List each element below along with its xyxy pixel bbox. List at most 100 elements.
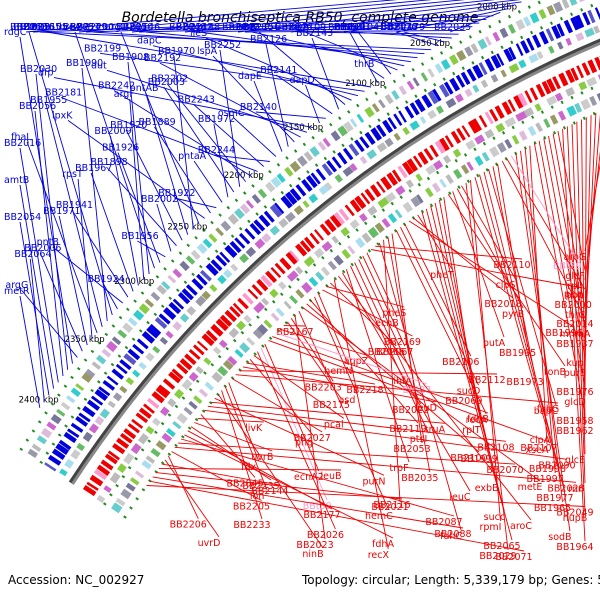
gene-leader-line xyxy=(34,110,64,377)
gene-leader-line xyxy=(272,336,489,414)
gene-leader-line xyxy=(246,362,376,385)
gene-label-reverse: BB2023 xyxy=(296,540,333,551)
gene-leader-line xyxy=(571,124,586,484)
gene-leader-line xyxy=(369,68,385,79)
gene-leader-line xyxy=(306,303,480,453)
reverse-cds-arrow xyxy=(517,92,528,107)
feature-block xyxy=(460,164,470,175)
gene-leader-line xyxy=(184,0,496,33)
feature-block xyxy=(349,163,358,172)
feature-block xyxy=(356,113,365,123)
forward-cds-arrow xyxy=(496,53,505,66)
feature-block xyxy=(152,417,161,427)
gene-leader-line xyxy=(362,255,406,347)
gene-label-forward: BB1941 xyxy=(56,200,93,211)
reverse-cds-arrow xyxy=(107,450,120,461)
gene-leader-line xyxy=(85,18,487,33)
gene-leader-line xyxy=(212,55,295,143)
gene-leader-line xyxy=(58,215,88,346)
feature-block xyxy=(101,348,112,358)
gene-label-forward: ileS xyxy=(190,28,207,39)
reverse-cds-arrow xyxy=(131,418,144,429)
gene-label-reverse: BB2177 xyxy=(303,510,340,521)
gene-label-reverse: BB1996 xyxy=(545,328,582,339)
reverse-cds-arrow xyxy=(279,257,292,271)
gene-label-forward: mobB xyxy=(335,22,363,33)
feature-block xyxy=(165,427,176,438)
gene-leader-line xyxy=(264,343,320,472)
gene-label-reverse: pyrB xyxy=(502,309,524,320)
feature-block xyxy=(138,361,147,370)
feature-block xyxy=(64,458,75,469)
forward-cds-arrow xyxy=(421,94,433,109)
gene-label-forward: BB2143 xyxy=(296,28,333,39)
feature-block xyxy=(91,361,102,370)
forward-cds-arrow xyxy=(75,415,89,427)
reverse-cds-arrow xyxy=(162,378,176,390)
gene-leader-line xyxy=(492,166,536,377)
reverse-cds-arrow xyxy=(541,80,552,95)
forward-cds-arrow xyxy=(249,222,262,236)
reverse-cds-arrow xyxy=(295,243,308,257)
kbp-tick-label: 2250 kbp xyxy=(167,222,207,232)
gene-leader-line xyxy=(244,29,466,33)
reverse-cds-arrow xyxy=(576,65,585,79)
gene-leader-line xyxy=(253,80,283,152)
feature-block xyxy=(235,320,246,331)
feature-block xyxy=(188,400,198,410)
forward-cds-arrow xyxy=(90,395,104,406)
gene-leader-line xyxy=(159,62,301,138)
forward-cds-arrow xyxy=(438,83,450,98)
gene-label-forward: BB2054 xyxy=(4,212,41,223)
feature-block xyxy=(70,449,81,460)
reverse-cds-arrow xyxy=(484,111,494,125)
feature-block xyxy=(508,63,520,74)
reverse-cds-arrow xyxy=(299,240,312,253)
feature-block xyxy=(278,218,289,229)
gene-label-forward: BB1972 xyxy=(198,114,235,125)
feature-block xyxy=(174,388,185,399)
feature-block xyxy=(445,174,454,184)
feature-block xyxy=(499,27,509,39)
gene-label-reverse: BB1977 xyxy=(536,493,573,504)
feature-block xyxy=(295,266,304,275)
feature-block xyxy=(359,213,368,222)
feature-block xyxy=(355,237,366,249)
gene-label-reverse: BB2053 xyxy=(393,444,430,455)
gene-leader-line xyxy=(164,459,220,538)
feature-block xyxy=(198,388,209,398)
gene-label-reverse: aroC xyxy=(510,521,532,532)
forward-cds-arrow xyxy=(490,54,502,69)
reverse-cds-arrow xyxy=(112,443,126,455)
reverse-cds-arrow xyxy=(529,87,539,101)
feature-block xyxy=(334,174,343,183)
gene-label-reverse: fabG xyxy=(537,404,560,415)
reverse-cds-arrow xyxy=(324,218,337,233)
feature-block xyxy=(340,226,350,237)
feature-block xyxy=(228,327,240,339)
gene-leader-line xyxy=(26,141,98,334)
gene-leader-line xyxy=(584,150,600,281)
gene-label-forward: BB2244 xyxy=(198,145,235,156)
kbp-tick-label: 2050 kbp xyxy=(410,39,450,49)
feature-block xyxy=(325,182,333,191)
gene-label-forward: BB1970 xyxy=(158,46,195,57)
reverse-cds-arrow xyxy=(201,333,215,347)
feature-block xyxy=(378,99,386,109)
gene-label-reverse: hemC xyxy=(365,511,393,522)
feature-block xyxy=(308,276,319,287)
feature-block xyxy=(117,329,128,339)
gene-leader-line xyxy=(483,171,551,435)
feature-block xyxy=(245,200,255,209)
gene-leader-line xyxy=(131,0,466,33)
reverse-cds-arrow xyxy=(265,270,278,284)
reverse-cds-arrow xyxy=(135,412,149,424)
feature-block xyxy=(321,241,333,252)
gene-label-reverse: BB2235 xyxy=(242,481,279,492)
gene-leader-line xyxy=(198,31,411,63)
forward-cds-arrow xyxy=(484,58,495,72)
reverse-cds-arrow xyxy=(274,262,286,275)
gene-leader-line xyxy=(19,36,73,364)
feature-block xyxy=(394,209,403,219)
feature-block xyxy=(285,211,296,223)
